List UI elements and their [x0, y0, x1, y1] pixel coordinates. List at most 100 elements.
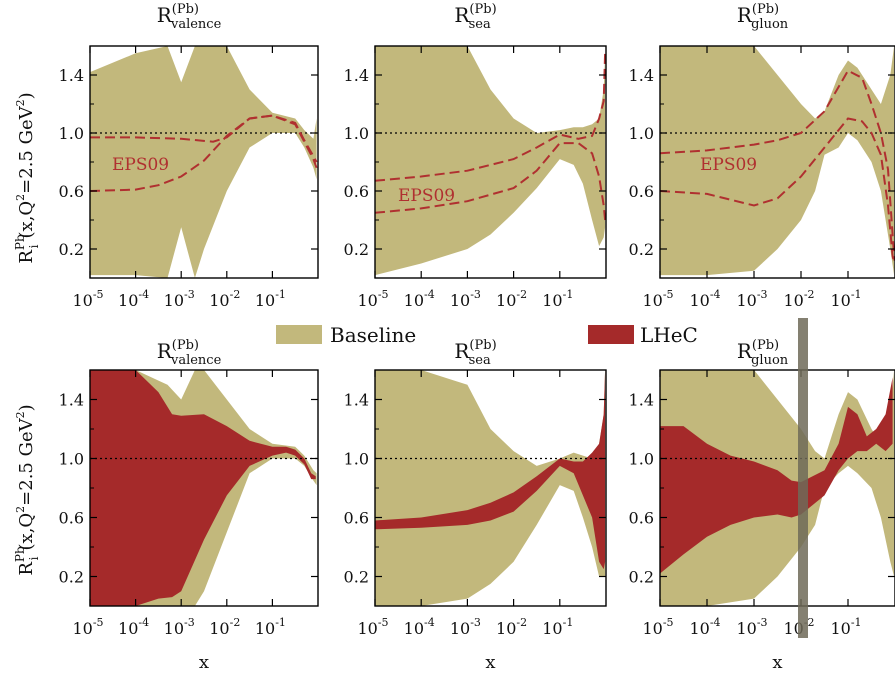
x-tick-label: 10-1	[255, 616, 286, 638]
x-tick-label: 10-5	[642, 616, 673, 638]
panel-title: R(Pb) valence	[157, 338, 222, 368]
x-tick-label: 10-4	[404, 616, 435, 638]
line-eps09	[660, 117, 895, 264]
y-tick-label: 0.6	[629, 509, 654, 528]
y-tick-label: 1.4	[344, 66, 369, 85]
x-tick-label: 10-3	[736, 616, 767, 638]
scroll-divider-bar[interactable]	[798, 318, 808, 638]
panel-title: R(Pb) sea	[454, 2, 496, 32]
y-tick-label: 1.0	[59, 450, 84, 469]
y-tick-label: 0.2	[59, 240, 84, 259]
panel-title: R(Pb) gluon	[737, 338, 789, 368]
x-tick-label: 10-2	[209, 288, 240, 310]
y-axis-label-bottom: RPbi(x,Q2=2.5 GeV2)	[13, 404, 41, 575]
plot-area	[90, 46, 318, 278]
x-tick-label: 10-3	[450, 288, 481, 310]
ylabel-tail: =2.5 GeV	[16, 417, 37, 505]
legend-baseline-swatch	[276, 325, 322, 344]
svg-text:RPbi(x,Q2=2.5 GeV2): RPbi(x,Q2=2.5 GeV2)	[13, 404, 41, 575]
y-tick-label: 0.2	[59, 568, 84, 587]
band-baseline	[375, 46, 606, 276]
x-tick-label: 10-4	[689, 616, 720, 638]
x-tick-label: 10-1	[830, 288, 861, 310]
y-tick-label: 1.4	[629, 391, 654, 410]
panel-top-gluon: 0.2 0.6 1.0 1.4 10-5 10-4 10-3 10-2 10-1 R(Pb) glu…	[629, 2, 895, 310]
band-lhec	[660, 377, 893, 574]
panel-top-sea: 0.2 0.6 1.0 1.4 10-5 10-4 10-3 10-2 10-1 R(Pb) sea…	[344, 2, 607, 310]
ylabel-sub: i	[27, 244, 41, 248]
band-lhec	[90, 370, 316, 606]
y-tick-label: 0.6	[629, 182, 654, 201]
ylabel-R: R	[16, 250, 37, 264]
x-axis-label: x	[199, 652, 209, 673]
x-tick-label: 10-5	[357, 288, 388, 310]
ylabel-unitsup: 2	[14, 411, 27, 418]
x-tick-label: 10-3	[164, 616, 195, 638]
y-tick-label: 1.4	[629, 66, 654, 85]
x-tick-label: 10-2	[496, 616, 527, 638]
ylabel-rest: (x,Q	[16, 513, 37, 551]
y-tick-label: 0.6	[344, 182, 369, 201]
x-axis-label: x	[772, 652, 782, 673]
y-tick-label: 1.4	[59, 66, 84, 85]
plot-area	[660, 46, 895, 276]
legend-baseline-label: Baseline	[330, 323, 416, 347]
svg-text:RPbi(x,Q2=2.5 GeV2): RPbi(x,Q2=2.5 GeV2)	[13, 92, 41, 263]
panel-title: R(Pb) valence	[157, 2, 222, 32]
legend-lhec-label: LHeC	[640, 323, 698, 347]
x-tick-label: 10-5	[72, 288, 103, 310]
line-eps09	[375, 142, 606, 221]
ylabel-sup: Pb	[13, 234, 27, 250]
ylabel-close: )	[16, 92, 37, 99]
line-eps09	[660, 69, 895, 261]
band-lhec	[375, 370, 606, 570]
y-tick-label: 0.2	[344, 240, 369, 259]
panel-top-valence: 0.2 0.6 1.0 1.4 10-5 10-4 10-3 10-2 10-1 R(Pb) val…	[59, 2, 319, 310]
panel-bottom-gluon: 0.20.61.01.410-5 10-4 10-3 10-2 10-1R(Pb) glu…	[629, 338, 895, 673]
x-tick-label: 10-1	[830, 616, 861, 638]
y-axis-label-top: RPbi(x,Q2=2.5 GeV2)	[13, 92, 41, 263]
y-tick-label: 0.6	[344, 509, 369, 528]
ylabel-unitsup: 2	[14, 99, 27, 106]
x-tick-label: 10-3	[164, 288, 195, 310]
panel-title: R(Pb) gluon	[737, 2, 789, 32]
band-baseline	[375, 370, 606, 606]
x-tick-label: 10-1	[542, 616, 573, 638]
ylabel-q2sup: 2	[14, 506, 27, 513]
plot-area	[375, 370, 606, 606]
eps09-annotation: EPS09	[112, 155, 169, 175]
ylabel-sub: i	[27, 556, 41, 560]
x-tick-label: 10-2	[496, 288, 527, 310]
line-eps09	[90, 114, 318, 192]
x-tick-label: 10-1	[255, 288, 286, 310]
x-tick-label: 10-2	[783, 288, 814, 310]
y-tick-label: 1.0	[629, 124, 654, 143]
y-tick-label: 1.0	[344, 124, 369, 143]
ylabel-R: R	[16, 562, 37, 576]
plot-area	[375, 46, 606, 276]
y-tick-label: 1.0	[629, 450, 654, 469]
legend: Baseline LHeC	[276, 323, 698, 347]
y-tick-label: 0.2	[629, 240, 654, 259]
x-tick-label: 10-5	[642, 288, 673, 310]
ylabel-rest: (x,Q	[16, 201, 37, 239]
x-tick-label: 10-2	[209, 616, 240, 638]
ylabel-sup: Pb	[13, 546, 27, 562]
legend-lhec-swatch	[588, 325, 634, 344]
y-tick-label: 1.0	[59, 124, 84, 143]
y-tick-label: 0.6	[59, 182, 84, 201]
x-tick-label: 10-5	[72, 616, 103, 638]
x-tick-label: 10-1	[542, 288, 573, 310]
panels: 0.2 0.6 1.0 1.4 10-5 10-4 10-3 10-2 10-1 R(Pb) val…	[59, 2, 895, 673]
x-tick-label: 10-3	[450, 616, 481, 638]
ylabel-q2sup: 2	[14, 194, 27, 201]
eps09-annotation: EPS09	[700, 155, 757, 175]
eps09-annotation: EPS09	[398, 186, 455, 206]
panel-title: R(Pb) sea	[454, 338, 496, 368]
y-tick-label: 0.2	[344, 568, 369, 587]
x-tick-label: 10-4	[689, 288, 720, 310]
x-tick-label: 10-4	[118, 288, 149, 310]
plot-area	[660, 370, 895, 606]
x-tick-label: 10-4	[118, 616, 149, 638]
